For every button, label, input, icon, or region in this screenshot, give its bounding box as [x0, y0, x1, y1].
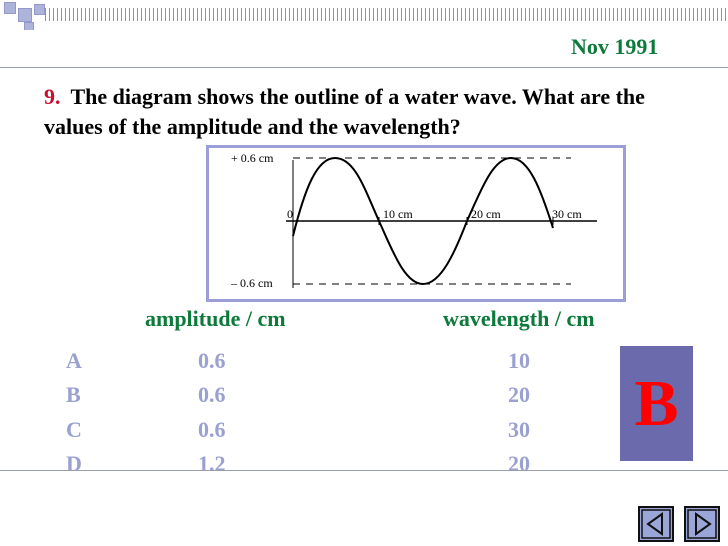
option-wavelength: 10 [508, 348, 530, 373]
option-row: A 0.6 10 [0, 348, 600, 380]
option-row: C 0.6 30 [0, 417, 600, 449]
option-row: D 1.2 20 [0, 451, 600, 483]
date-label: Nov 1991 [571, 34, 659, 59]
triangle-left-icon [641, 509, 671, 539]
label-10cm: 10 cm [383, 207, 413, 221]
option-wavelength: 20 [508, 451, 530, 476]
next-slide-button[interactable] [684, 506, 720, 542]
header-square [4, 2, 16, 14]
option-letter: B [66, 382, 81, 407]
option-wavelength: 20 [508, 382, 530, 407]
option-amplitude: 0.6 [198, 382, 226, 407]
divider-line-top [0, 67, 728, 68]
answer-letter: B [634, 367, 679, 440]
decorative-header-band [0, 0, 728, 30]
label-plus-amplitude: + 0.6 cm [231, 151, 274, 165]
option-letter: C [66, 417, 82, 442]
option-amplitude: 0.6 [198, 348, 226, 373]
question-text: 9. The diagram shows the outline of a wat… [44, 82, 684, 142]
option-row: B 0.6 20 [0, 382, 600, 414]
question-number: 9. [44, 84, 61, 109]
divider-line-bottom [0, 470, 728, 471]
option-letter: D [66, 451, 82, 476]
wave-svg: + 0.6 cm – 0.6 cm 0 10 cm 20 cm 30 cm [230, 151, 597, 290]
header-stripes [45, 8, 728, 21]
previous-slide-button[interactable] [638, 506, 674, 542]
answer-box: B [620, 346, 693, 461]
triangle-right-icon [687, 509, 717, 539]
label-30cm: 30 cm [552, 207, 582, 221]
amplitude-header: amplitude / cm [145, 306, 286, 331]
wave-curve [292, 156, 554, 286]
option-amplitude: 1.2 [198, 451, 226, 476]
option-amplitude: 0.6 [198, 417, 226, 442]
wave-diagram: + 0.6 cm – 0.6 cm 0 10 cm 20 cm 30 cm [206, 145, 626, 302]
question-body: The diagram shows the outline of a water… [44, 84, 645, 139]
wavelength-header: wavelength / cm [443, 306, 595, 331]
option-wavelength: 30 [508, 417, 530, 442]
label-origin: 0 [287, 207, 293, 221]
header-square [34, 4, 45, 15]
label-minus-amplitude: – 0.6 cm [230, 276, 273, 290]
option-letter: A [66, 348, 82, 373]
label-20cm: 20 cm [471, 207, 501, 221]
header-square [18, 8, 32, 22]
header-square [24, 22, 34, 30]
